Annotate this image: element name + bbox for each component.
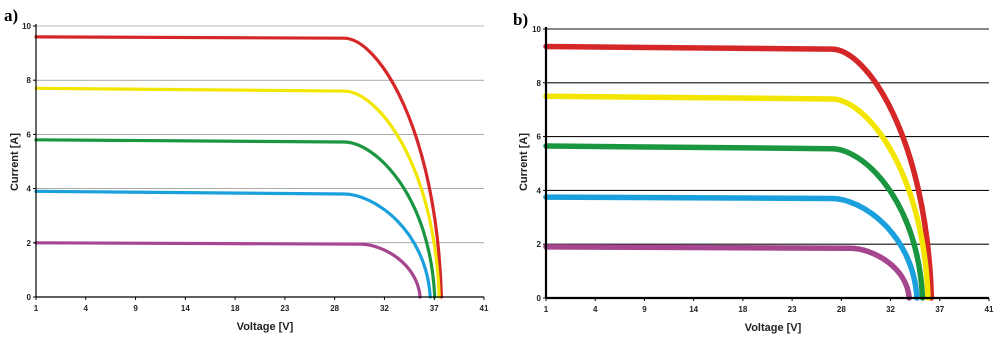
y-tick-label: 2 [27, 239, 32, 248]
x-axis-label: Voltage [V] [237, 321, 294, 333]
x-tick-label: 4 [593, 305, 598, 314]
y-tick-label: 0 [537, 294, 542, 303]
y-tick-label: 6 [27, 130, 32, 139]
iv-curve-series-3 [34, 138, 437, 299]
y-axis-label: Current [A] [9, 133, 21, 191]
x-tick-label: 28 [330, 304, 339, 313]
x-tick-label: 1 [34, 304, 39, 313]
iv-curve-series-1 [34, 35, 444, 299]
y-tick-label: 10 [22, 22, 31, 31]
iv-curve-series-2 [34, 86, 441, 299]
x-tick-label: 4 [84, 304, 89, 313]
x-tick-label: 41 [480, 304, 489, 313]
iv-curve-series-5 [543, 244, 913, 301]
y-tick-label: 4 [27, 185, 32, 194]
x-axis-label: Voltage [V] [745, 322, 802, 334]
panel-label: b) [513, 10, 528, 29]
y-tick-label: 2 [537, 240, 542, 249]
x-tick-label: 18 [738, 305, 747, 314]
y-tick-label: 8 [537, 79, 542, 88]
x-tick-label: 14 [689, 305, 698, 314]
iv-curve-series-4 [34, 189, 432, 299]
x-tick-label: 32 [380, 304, 389, 313]
y-tick-label: 0 [27, 293, 32, 302]
iv-curve-series-4 [543, 194, 920, 301]
y-tick-label: 6 [537, 133, 542, 142]
x-tick-label: 32 [886, 305, 895, 314]
x-tick-label: 28 [837, 305, 846, 314]
x-tick-label: 23 [280, 304, 289, 313]
x-tick-label: 23 [788, 305, 797, 314]
y-axis-label: Current [A] [518, 133, 530, 191]
x-tick-label: 37 [935, 305, 944, 314]
iv-curve-series-3 [543, 143, 926, 301]
panel-label: a) [4, 6, 18, 25]
y-tick-label: 10 [532, 25, 541, 34]
iv-curve-series-1 [543, 43, 935, 301]
x-tick-label: 18 [231, 304, 240, 313]
x-tick-label: 37 [430, 304, 439, 313]
y-tick-label: 4 [537, 186, 542, 195]
x-tick-label: 9 [133, 304, 138, 313]
y-tick-label: 8 [27, 76, 32, 85]
x-tick-label: 41 [985, 305, 994, 314]
x-tick-label: 1 [544, 305, 549, 314]
iv-curve-series-5 [34, 241, 422, 299]
x-tick-label: 14 [181, 304, 190, 313]
iv-curve-series-2 [543, 93, 931, 301]
x-tick-label: 9 [642, 305, 647, 314]
